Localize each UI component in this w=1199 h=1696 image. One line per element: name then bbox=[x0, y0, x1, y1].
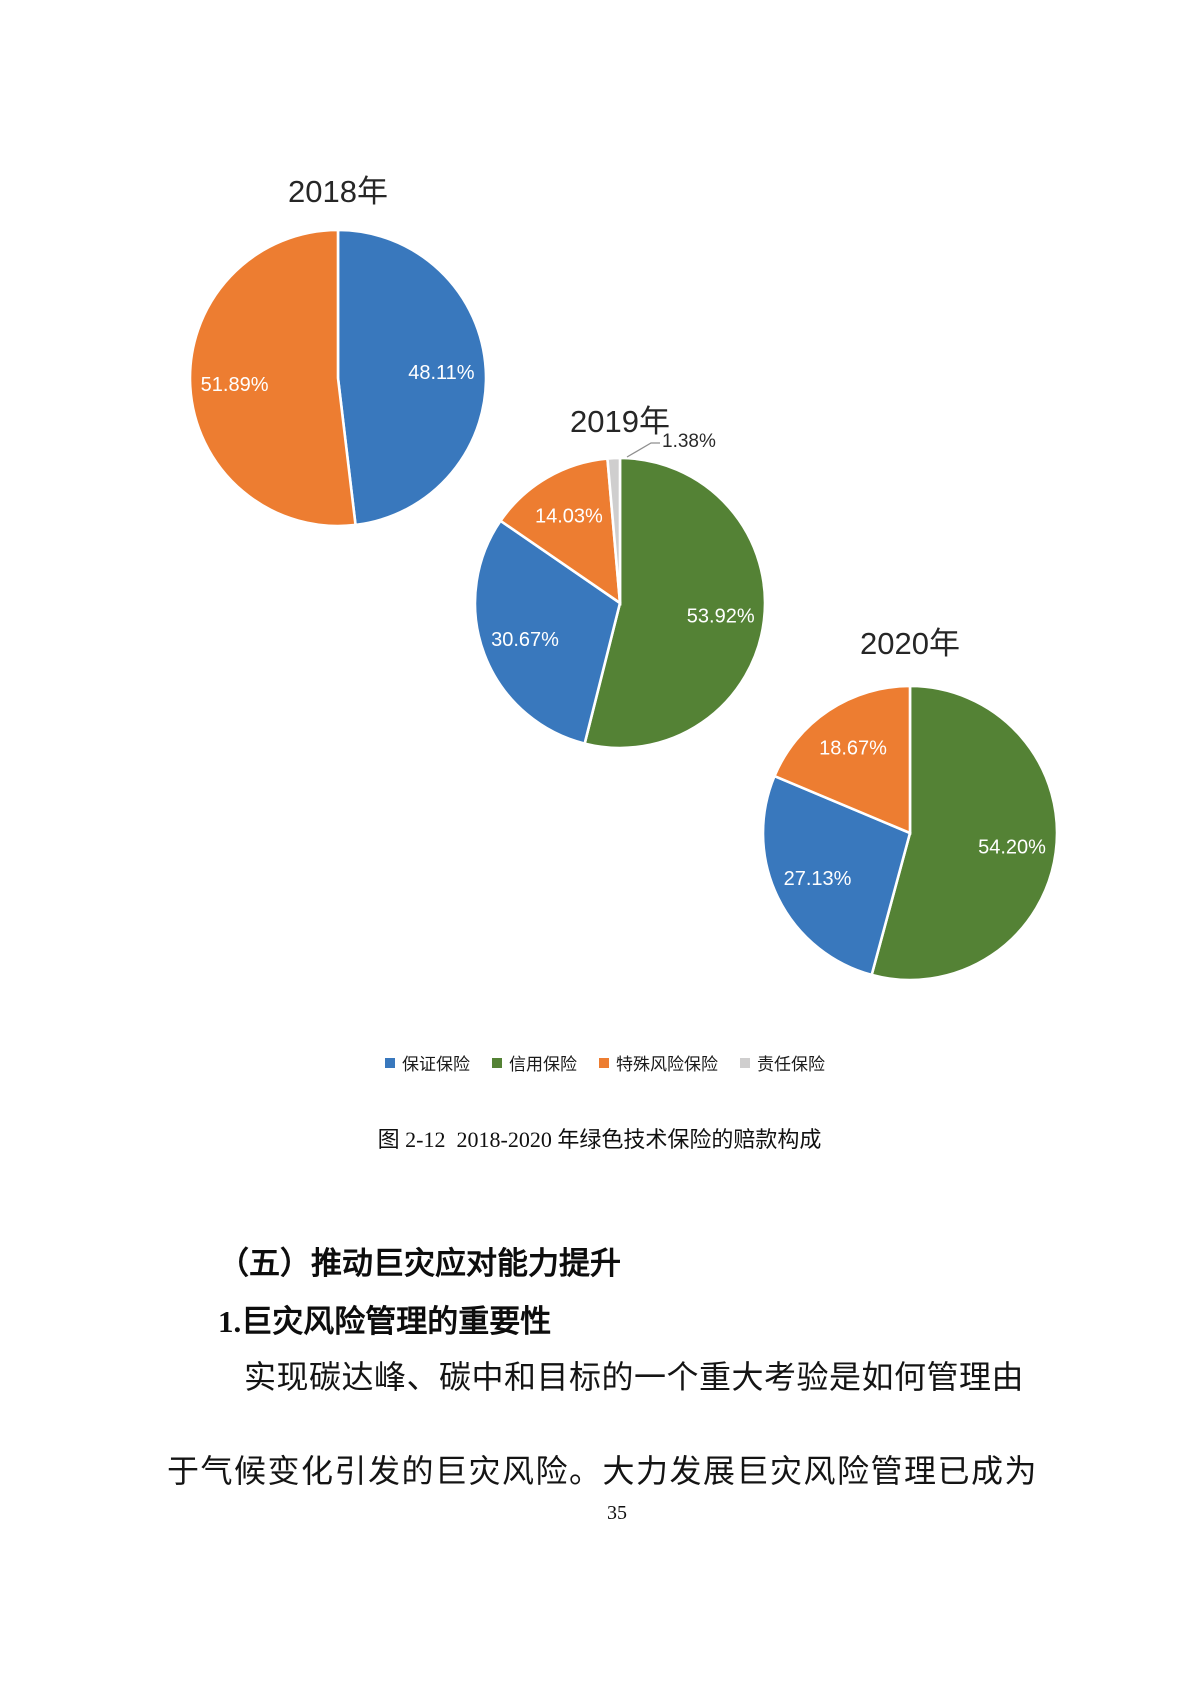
pie-slice-特殊风险保险 bbox=[772, 684, 912, 835]
page-number: 35 bbox=[607, 1502, 627, 1524]
slice-data-label: 27.13% bbox=[784, 868, 852, 890]
pie-slice-保证保险 bbox=[473, 519, 622, 746]
chart-title-2018: 2018年 bbox=[288, 174, 388, 209]
slice-data-label: 14.03% bbox=[535, 505, 603, 527]
section-heading: （五）推动巨灾应对能力提升 bbox=[218, 1246, 621, 1281]
legend-swatch bbox=[492, 1057, 502, 1068]
chart-legend: 保证保险 信用保险 特殊风险保险 责任保险 bbox=[385, 1050, 825, 1075]
pie-slice-信用保险 bbox=[583, 456, 767, 750]
chart-title-2020: 2020年 bbox=[860, 626, 960, 661]
legend-item: 责任保险 bbox=[740, 1050, 825, 1075]
pie-slice-责任保险 bbox=[606, 456, 622, 604]
slice-data-label: 54.20% bbox=[978, 837, 1046, 859]
pie-slice-特殊风险保险 bbox=[188, 228, 357, 528]
slice-data-label: 51.89% bbox=[201, 374, 269, 396]
figure-caption: 图 2-12 2018-2020 年绿色技术保险的赔款构成 bbox=[377, 1127, 822, 1152]
legend-label: 信用保险 bbox=[509, 1055, 577, 1074]
legend-swatch bbox=[740, 1057, 750, 1068]
slice-data-label: 1.38% bbox=[662, 431, 716, 452]
legend-swatch bbox=[385, 1057, 395, 1068]
legend-label: 责任保险 bbox=[757, 1055, 825, 1074]
slice-data-label: 53.92% bbox=[687, 605, 755, 627]
body-text-line: 于气候变化引发的巨灾风险。大力发展巨灾风险管理已成为 bbox=[167, 1453, 1039, 1489]
legend-item: 保证保险 bbox=[385, 1050, 470, 1075]
pie-slice-保证保险 bbox=[336, 228, 488, 527]
slice-data-label: 30.67% bbox=[491, 629, 559, 651]
chart-title-2019: 2019年 bbox=[570, 404, 670, 439]
legend-item: 特殊风险保险 bbox=[599, 1050, 718, 1075]
subsection-heading: 1.巨灾风险管理的重要性 bbox=[218, 1304, 552, 1339]
slice-data-label: 18.67% bbox=[819, 737, 887, 759]
pie-slice-保证保险 bbox=[761, 774, 912, 977]
label-leader-line bbox=[626, 442, 660, 458]
pie-slice-特殊风险保险 bbox=[498, 457, 622, 606]
legend-item: 信用保险 bbox=[492, 1050, 577, 1075]
slice-data-label: 48.11% bbox=[408, 362, 475, 384]
pie-slice-信用保险 bbox=[870, 684, 1059, 982]
body-text-line: 实现碳达峰、碳中和目标的一个重大考验是如何管理由 bbox=[244, 1359, 1025, 1395]
legend-swatch bbox=[599, 1057, 609, 1068]
legend-label: 保证保险 bbox=[402, 1055, 470, 1074]
legend-label: 特殊风险保险 bbox=[616, 1055, 718, 1074]
